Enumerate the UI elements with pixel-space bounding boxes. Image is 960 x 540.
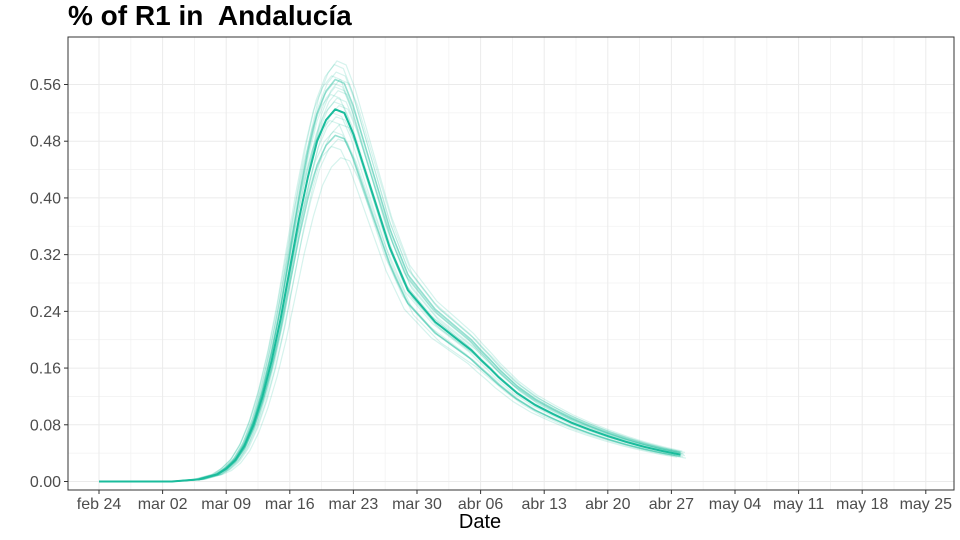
x-tick-label: may 25 bbox=[900, 496, 953, 513]
ensemble-line bbox=[99, 145, 678, 483]
ensemble-line bbox=[99, 90, 684, 483]
y-tick-label: 0.16 bbox=[30, 361, 61, 378]
y-tick-label: 0.24 bbox=[30, 304, 61, 321]
ensemble-line bbox=[99, 71, 682, 483]
major-gridlines bbox=[68, 37, 954, 490]
ensemble-line bbox=[99, 86, 681, 483]
minor-gridlines bbox=[68, 37, 954, 490]
x-tick-label: may 11 bbox=[773, 496, 824, 513]
main-line bbox=[99, 108, 681, 483]
y-tick-label: 0.32 bbox=[30, 247, 61, 264]
ensemble-line-highlight bbox=[99, 134, 681, 483]
x-tick-label: abr 20 bbox=[585, 496, 630, 513]
x-axis-label: Date bbox=[458, 511, 502, 533]
y-tick-label: 0.08 bbox=[30, 417, 61, 434]
main-series-line bbox=[99, 108, 681, 483]
y-tick-label: 0.48 bbox=[30, 134, 61, 151]
ensemble-lines bbox=[99, 60, 687, 483]
ensemble-line bbox=[99, 112, 678, 483]
x-tick-label: mar 30 bbox=[392, 496, 442, 513]
ensemble-line bbox=[99, 82, 679, 483]
x-tick-label: mar 09 bbox=[201, 496, 251, 513]
x-tick-label: feb 24 bbox=[77, 496, 122, 513]
x-tick-label: may 04 bbox=[709, 496, 762, 513]
y-tick-label: 0.56 bbox=[30, 77, 61, 94]
y-axis: 0.00 0.08 0.16 0.24 0.32 0.40 0.48 0.56 bbox=[30, 77, 68, 491]
ensemble-line bbox=[99, 78, 686, 483]
ensemble-line bbox=[99, 157, 687, 483]
chart-title: % of R1 in Andalucía bbox=[68, 0, 352, 31]
x-tick-label: abr 13 bbox=[522, 496, 567, 513]
x-tick-label: abr 06 bbox=[458, 496, 503, 513]
ensemble-line bbox=[99, 75, 678, 483]
plot-panel-border bbox=[67, 36, 955, 491]
y-tick-label: 0.00 bbox=[30, 474, 61, 491]
x-tick-label: mar 23 bbox=[329, 496, 379, 513]
ensemble-line bbox=[99, 97, 683, 483]
x-tick-label: mar 02 bbox=[138, 496, 188, 513]
ensemble-line-highlight bbox=[99, 78, 681, 483]
ensemble-line bbox=[99, 119, 676, 483]
x-tick-label: may 18 bbox=[836, 496, 889, 513]
x-tick-label: mar 16 bbox=[265, 496, 315, 513]
ensemble-line bbox=[99, 60, 683, 483]
ensemble-line bbox=[99, 105, 685, 483]
x-axis: feb 24 mar 02 mar 09 mar 16 mar 23 mar 30 abr … bbox=[77, 490, 952, 513]
x-tick-label: abr 27 bbox=[649, 496, 694, 513]
y-tick-label: 0.40 bbox=[30, 190, 61, 207]
ensemble-line bbox=[99, 138, 684, 483]
ensemble-line bbox=[99, 63, 680, 483]
